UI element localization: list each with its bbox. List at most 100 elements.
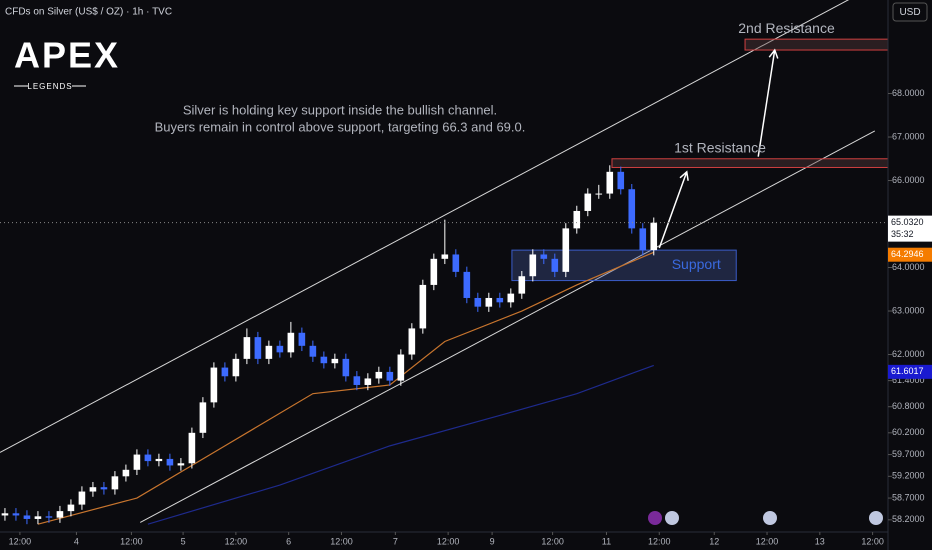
candle-body xyxy=(221,367,229,377)
candle-body xyxy=(573,210,581,229)
x-tick-label: 11 xyxy=(602,536,611,546)
candle-body xyxy=(298,332,306,346)
candle-body xyxy=(232,358,240,377)
x-tick-label: 12:00 xyxy=(437,536,460,546)
candle-body xyxy=(375,371,383,379)
x-tick-label: 12 xyxy=(709,536,719,546)
candle-body xyxy=(650,222,658,251)
event-icon[interactable] xyxy=(869,511,883,525)
arrow xyxy=(658,170,689,249)
candle-body xyxy=(67,504,75,512)
x-tick-label: 12:00 xyxy=(756,536,779,546)
candle-body xyxy=(606,171,614,194)
y-tick-label: 61.4000 xyxy=(892,375,925,385)
x-tick-label: 12:00 xyxy=(120,536,143,546)
zone xyxy=(611,158,888,168)
candle-body xyxy=(397,354,405,381)
candle-body xyxy=(452,254,460,272)
x-tick-label: 9 xyxy=(490,536,495,546)
price-label-box xyxy=(888,364,932,379)
candle-body xyxy=(639,228,647,251)
candle-body xyxy=(562,228,570,272)
event-icon[interactable] xyxy=(665,511,679,525)
candle-body xyxy=(34,516,42,519)
price-label: 61.6017 xyxy=(891,366,924,376)
price-label-box xyxy=(888,215,932,242)
y-tick-label: 59.7000 xyxy=(892,449,925,459)
y-tick-label: 58.2000 xyxy=(892,514,925,524)
candle-body xyxy=(100,487,108,490)
price-label: 64.2946 xyxy=(891,249,924,259)
currency-button[interactable] xyxy=(892,2,928,22)
candle-body xyxy=(430,258,438,285)
candle-body xyxy=(331,358,339,364)
annotation: Silver is holding key support inside the… xyxy=(183,102,497,117)
candle-body xyxy=(463,271,471,298)
candle-body xyxy=(177,463,185,466)
candle-body xyxy=(89,487,97,492)
logo: APEX xyxy=(14,35,120,76)
zone-label: 1st Resistance xyxy=(674,139,766,155)
plot xyxy=(0,0,888,525)
candle-body xyxy=(56,511,64,518)
y-tick-label: 68.0000 xyxy=(892,88,925,98)
y-tick-label: 63.0000 xyxy=(892,305,925,315)
y-tick-label: 59.2000 xyxy=(892,471,925,481)
candle-body xyxy=(276,345,284,353)
candle-body xyxy=(529,254,537,277)
candle-body xyxy=(342,358,350,377)
candle-body xyxy=(617,171,625,190)
zone-label: 2nd Resistance xyxy=(738,20,835,36)
candle-body xyxy=(45,516,53,518)
arrow xyxy=(757,48,779,157)
candle-body xyxy=(320,356,328,364)
price-label-sub: 35:32 xyxy=(891,229,914,239)
x-tick-label: 12:00 xyxy=(9,536,32,546)
y-tick-label: 58.7000 xyxy=(892,492,925,502)
candle-body xyxy=(210,367,218,403)
y-tick-label: 67.0000 xyxy=(892,131,925,141)
y-tick-label: 62.0000 xyxy=(892,349,925,359)
candle-body xyxy=(287,332,295,353)
channel-line xyxy=(0,0,850,453)
candle-body xyxy=(474,297,482,307)
zone xyxy=(744,38,888,51)
candle-body xyxy=(309,345,317,357)
y-tick-label: 64.0000 xyxy=(892,262,925,272)
candle-body xyxy=(518,276,526,294)
candle-body xyxy=(199,402,207,433)
candle-body xyxy=(628,189,636,229)
candle-body xyxy=(595,193,603,195)
candle-body xyxy=(485,297,493,307)
y-tick-label: 66.0000 xyxy=(892,175,925,185)
candle-body xyxy=(188,432,196,464)
x-tick-label: 6 xyxy=(286,536,291,546)
currency[interactable]: USD xyxy=(899,7,920,18)
candle-body xyxy=(364,378,372,385)
channel-line xyxy=(139,130,876,523)
candle-body xyxy=(496,297,504,303)
candle-body xyxy=(133,454,141,470)
candle-body xyxy=(441,254,449,259)
candle-body xyxy=(155,458,163,462)
candle-body xyxy=(265,345,273,359)
price-label-box xyxy=(888,247,932,262)
x-tick-label: 5 xyxy=(181,536,186,546)
candle-body xyxy=(144,454,152,462)
candle-body xyxy=(551,258,559,272)
annotation: Buyers remain in control above support, … xyxy=(155,119,526,134)
event-icon[interactable] xyxy=(648,511,662,525)
event-icon[interactable] xyxy=(763,511,777,525)
candle-body xyxy=(166,458,174,466)
x-tick-label: 7 xyxy=(393,536,398,546)
x-tick-label: 12:00 xyxy=(225,536,248,546)
y-tick-label: 60.8000 xyxy=(892,401,925,411)
x-tick-label: 13 xyxy=(815,536,825,546)
candle-body xyxy=(111,476,119,490)
candle-body xyxy=(386,371,394,381)
x-tick-label: 12:00 xyxy=(541,536,564,546)
candle-body xyxy=(254,337,262,359)
y-tick-label: 60.2000 xyxy=(892,427,925,437)
x-tick-label: 4 xyxy=(74,536,79,546)
